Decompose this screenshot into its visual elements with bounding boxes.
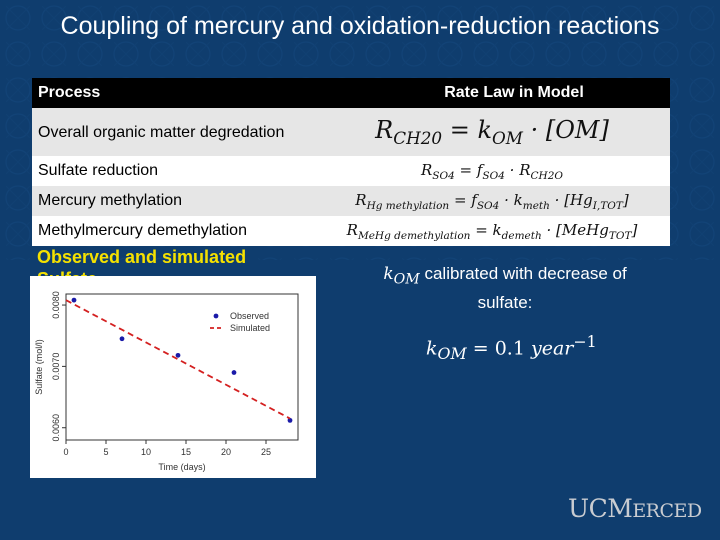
x-tick-label: 15	[181, 447, 191, 457]
legend-simulated-label: Simulated	[230, 323, 270, 333]
observed-point	[119, 336, 125, 342]
y-tick-label: 0.0080	[51, 291, 61, 319]
observed-point	[175, 352, 181, 358]
x-tick-label: 0	[63, 447, 68, 457]
uc-merced-logo: UCMERCED	[568, 494, 702, 523]
y-axis-label: Sulfate (mol/l)	[34, 339, 44, 395]
slide-title: Coupling of mercury and oxidation-reduct…	[60, 12, 660, 40]
process-cell: Mercury methylation	[32, 186, 314, 216]
x-tick-label: 5	[103, 447, 108, 457]
plot-frame	[65, 293, 299, 441]
x-axis-label: Time (days)	[158, 462, 205, 472]
kom-symbol: k	[383, 264, 394, 284]
process-cell: Sulfate reduction	[32, 156, 314, 186]
process-cell: Overall organic matter degredation	[32, 108, 314, 156]
x-tick-label: 25	[261, 447, 271, 457]
table-row: Sulfate reduction RSO4 = fSO4 · RCH2O	[32, 156, 670, 186]
header-rate-law: Rate Law in Model	[314, 78, 670, 108]
legend-observed-label: Observed	[230, 311, 269, 321]
calibration-text: calibrated with decrease of sulfate:	[419, 264, 627, 313]
table-header-row: Process Rate Law in Model	[32, 78, 670, 108]
sulfate-chart-panel: 0 5 10 15 20 25 0.0060 0.0070 0.0080 Time (days) S…	[30, 276, 316, 478]
rate-law-cell: RHg methylation = fSO4 · kmeth · [HgI,TO…	[314, 186, 670, 216]
y-tick-label: 0.0070	[51, 353, 61, 381]
rate-law-cell: RCH20 = kOM · [OM]	[314, 108, 670, 156]
observed-point	[231, 370, 237, 375]
simulated-line	[65, 299, 291, 420]
kom-equation: kOM = 0.1 year−1	[426, 332, 597, 364]
process-cell: Methylmercury demethylation	[32, 216, 314, 246]
header-process: Process	[32, 78, 314, 108]
legend-observed-marker	[213, 313, 219, 319]
x-tick-label: 20	[221, 447, 231, 457]
table-row: Overall organic matter degredation RCH20…	[32, 108, 670, 156]
rate-law-cell: RMeHg demethylation = kdemeth · [MeHgTOT…	[314, 216, 670, 246]
table-row: Methylmercury demethylation RMeHg demeth…	[32, 216, 670, 246]
calibration-note: kOM calibrated with decrease of sulfate:	[360, 262, 650, 315]
table-row: Mercury methylation RHg methylation = fS…	[32, 186, 670, 216]
rate-law-cell: RSO4 = fSO4 · RCH2O	[314, 156, 670, 186]
observed-point	[287, 417, 293, 423]
sulfate-chart: 0 5 10 15 20 25 0.0060 0.0070 0.0080 Time (days) S…	[34, 291, 299, 472]
x-tick-label: 10	[141, 447, 151, 457]
kom-subscript: OM	[393, 271, 420, 288]
observed-point	[71, 297, 77, 303]
y-tick-label: 0.0060	[51, 414, 61, 442]
rate-law-table: Process Rate Law in Model Overall organi…	[32, 78, 670, 246]
